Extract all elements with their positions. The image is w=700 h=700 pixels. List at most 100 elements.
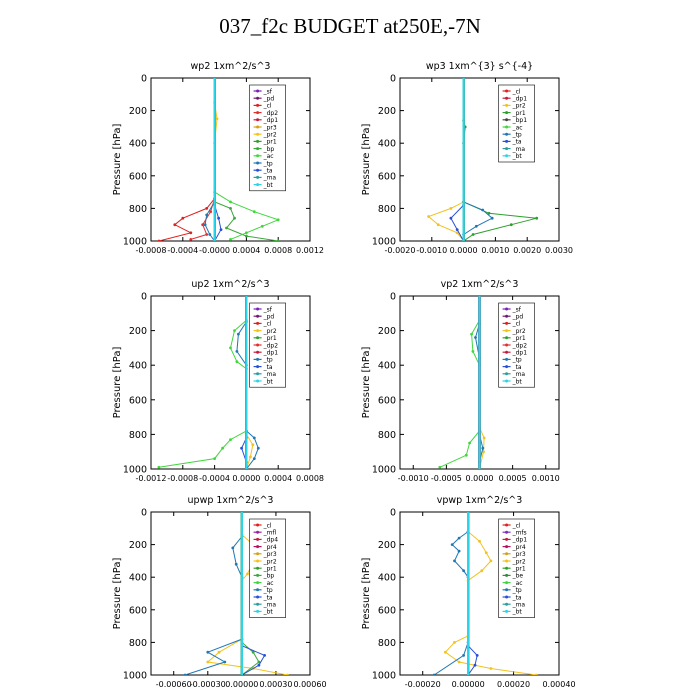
data-point <box>482 450 485 454</box>
y-tick-label: 400 <box>378 361 396 372</box>
y-tick-label: 0 <box>141 74 147 85</box>
chart-panel-3: up2 1xm^2/s^3 Pressure [hPa] 0 200 400 600 800… <box>112 279 324 483</box>
y-tick-label: 1000 <box>123 465 147 476</box>
legend-marker <box>256 372 260 376</box>
legend-label: _pr2 <box>263 328 277 335</box>
chart-panel-1: wp2 1xm^2/s^3 Pressure [hPa] 0 200 400 600 800… <box>112 61 324 255</box>
data-point <box>464 453 468 457</box>
data-point <box>534 673 538 675</box>
legend-label: _dp1 <box>512 350 528 357</box>
legend-label: _dp2 <box>263 110 279 117</box>
legend-label: _ma <box>263 175 277 182</box>
legend-label: _sf <box>263 88 273 95</box>
data-point <box>450 543 454 546</box>
y-tick-label: 800 <box>378 430 396 441</box>
data-point <box>215 117 219 121</box>
legend-label: _ta <box>512 594 522 601</box>
data-point <box>229 438 232 441</box>
y-tick-label: 0 <box>390 292 396 303</box>
data-point <box>217 216 221 220</box>
legend-label: _ma <box>512 371 526 378</box>
y-tick-label: 800 <box>129 204 147 215</box>
legend-marker <box>256 573 260 577</box>
data-point <box>213 457 217 460</box>
data-point <box>453 559 456 563</box>
legend-label: _bp1 <box>512 117 528 124</box>
legend-marker <box>256 559 260 563</box>
legend-label: _ac <box>512 580 523 587</box>
x-tick-label: 0.00020 <box>497 680 530 689</box>
series-group <box>157 296 260 469</box>
x-tick-label: -0.00030 <box>190 680 226 689</box>
y-tick-label: 200 <box>129 540 147 551</box>
data-point <box>249 455 252 459</box>
x-tick-label: -0.0012 <box>136 474 167 483</box>
data-point <box>276 239 280 241</box>
data-point <box>455 228 459 232</box>
data-point <box>257 663 261 667</box>
data-point <box>252 436 256 440</box>
data-point <box>438 465 442 469</box>
series-group <box>183 512 289 675</box>
y-tick-label: 1000 <box>372 671 396 682</box>
y-tick-label: 600 <box>378 395 396 406</box>
legend-label: _bt <box>263 609 274 616</box>
data-point <box>481 208 485 212</box>
legend-marker <box>256 545 260 549</box>
legend-marker <box>256 183 260 187</box>
data-point <box>189 231 193 235</box>
series-line <box>214 201 279 241</box>
legend-label: _pr3 <box>512 551 526 558</box>
legend-marker <box>256 168 260 172</box>
data-point <box>229 238 232 241</box>
legend-label: _bp <box>263 146 275 153</box>
y-tick-label: 600 <box>378 171 396 182</box>
x-tick-label: 0.00030 <box>259 680 292 689</box>
data-point <box>233 216 236 220</box>
data-point <box>449 207 453 210</box>
series-line <box>214 204 222 241</box>
legend-marker <box>505 307 509 311</box>
y-tick-label: 1000 <box>123 237 147 248</box>
y-tick-label: 400 <box>129 361 147 372</box>
data-point <box>427 215 430 218</box>
legend-label: _ma <box>512 602 526 609</box>
legend-marker <box>256 139 260 143</box>
chart-panel-2: wp3 1xm^{3} s^{-4} Pressure [hPa] 0 200 400 6… <box>361 61 573 255</box>
legend-label: _pr3 <box>263 551 277 558</box>
x-tick-label: 0.0030 <box>545 246 573 255</box>
legend-marker <box>505 132 509 136</box>
legend-label: _pr2 <box>512 558 526 565</box>
legend-label: _cl <box>512 321 521 328</box>
legend-marker <box>256 530 260 534</box>
legend-label: _bp <box>263 573 275 580</box>
x-tick-label: 0.0000 <box>466 474 494 483</box>
data-point <box>235 360 239 364</box>
y-axis-label: Pressure [hPa] <box>361 347 372 419</box>
y-axis-label: Pressure [hPa] <box>361 558 372 630</box>
data-point <box>206 660 210 664</box>
legend-marker <box>256 103 260 107</box>
series-line <box>467 645 478 675</box>
data-point <box>203 223 207 227</box>
data-point <box>157 465 161 469</box>
legend-label: _pr1 <box>512 335 526 342</box>
legend-label: _dp1 <box>263 350 279 357</box>
legend-label: _dp1 <box>512 96 528 103</box>
legend-marker <box>505 559 509 563</box>
legend-marker <box>505 602 509 606</box>
legend-label: _ma <box>263 371 277 378</box>
legend-label: _pd <box>512 314 524 321</box>
series-line <box>479 427 485 469</box>
data-point <box>484 551 488 555</box>
legend-marker <box>256 609 260 613</box>
x-tick-label: -0.0010 <box>416 246 447 255</box>
data-point <box>205 207 209 210</box>
y-tick-label: 200 <box>378 326 396 337</box>
data-point <box>240 446 244 450</box>
y-tick-label: 800 <box>129 638 147 649</box>
x-tick-label: -0.0004 <box>199 474 230 483</box>
legend-label: _pr2 <box>512 328 526 335</box>
data-point <box>436 223 440 227</box>
